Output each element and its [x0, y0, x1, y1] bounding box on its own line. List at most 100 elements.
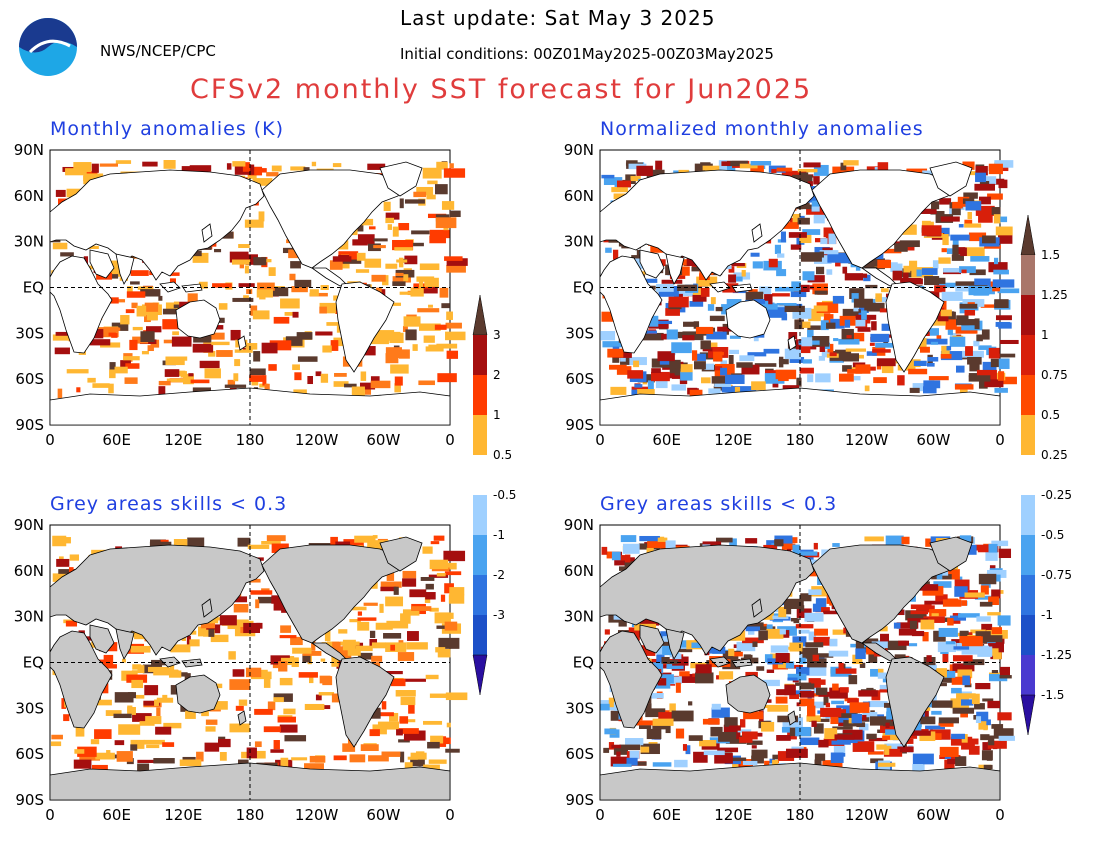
colorbar-segment	[1021, 655, 1035, 695]
colorbar-segment	[472, 654, 488, 696]
lat-tick-label: 30S	[15, 699, 44, 717]
lon-tick-label: 180	[786, 431, 815, 449]
lat-tick-label: 30S	[565, 324, 594, 342]
lat-tick-label: EQ	[573, 654, 594, 672]
lon-tick-label: 120W	[295, 431, 339, 449]
colorbar-segment	[1021, 495, 1035, 535]
lon-tick-label: 120E	[164, 431, 202, 449]
lon-tick-label: 120W	[845, 806, 889, 824]
lon-tick-label: 0	[445, 431, 455, 449]
lat-tick-label: 60S	[15, 745, 44, 763]
lat-tick-label: 90N	[14, 516, 44, 534]
lat-tick-label: 30N	[564, 608, 594, 626]
colorbar-label: -0.5	[1041, 528, 1064, 542]
panel-title-normalized: Normalized monthly anomalies	[600, 118, 924, 140]
lat-tick-label: 30N	[564, 233, 594, 251]
lat-tick-label: 30N	[14, 233, 44, 251]
lat-tick-label: 60S	[15, 370, 44, 388]
colorbar-label: -1	[1041, 608, 1053, 622]
colorbar-label: -0.25	[1041, 488, 1072, 502]
colorbar-segment	[472, 294, 488, 336]
colorbar-segment	[1021, 415, 1035, 455]
colorbar-segment	[1021, 535, 1035, 575]
lon-tick-label: 60W	[366, 431, 400, 449]
colorbar-label: -0.75	[1041, 568, 1072, 582]
lon-tick-label: 0	[45, 806, 55, 824]
colorbar-segment	[1020, 694, 1036, 736]
lat-tick-label: 30S	[15, 324, 44, 342]
lat-tick-label: 30N	[14, 608, 44, 626]
panel-title-skill-normalized: Grey areas skills < 0.3	[600, 493, 838, 515]
colorbar-segment	[473, 615, 487, 655]
lon-tick-label: 0	[995, 806, 1005, 824]
colorbar-label: 3	[493, 328, 501, 342]
colorbar-label: -3	[493, 608, 505, 622]
panel-title-anomalies: Monthly anomalies (K)	[50, 118, 285, 140]
lat-tick-label: 60N	[14, 562, 44, 580]
map-panel-skill-normalized	[599, 524, 1015, 801]
lat-tick-label: 60N	[564, 562, 594, 580]
lon-tick-label: 180	[236, 431, 265, 449]
colorbar-anomaly: 3 2 1 0.5 -0.5 -1 -2 -3	[472, 294, 516, 696]
lat-tick-label: 90S	[565, 791, 594, 809]
colorbar-segment	[473, 575, 487, 615]
colorbar-segment	[1021, 615, 1035, 655]
colorbar-label: -0.5	[493, 488, 516, 502]
colorbar-label: 0.5	[493, 448, 512, 462]
lat-tick-label: 90N	[564, 141, 594, 159]
lon-tick-label: 120W	[845, 431, 889, 449]
colorbar-segment	[473, 415, 487, 455]
lon-tick-label: 120E	[714, 431, 752, 449]
map-panel-normalized	[599, 149, 1020, 426]
map-panel-anomalies	[49, 149, 468, 426]
lon-tick-label: 0	[595, 431, 605, 449]
lon-tick-label: 60E	[652, 431, 681, 449]
colorbar-label: 2	[493, 368, 501, 382]
colorbar-segment	[473, 535, 487, 575]
lon-tick-label: 120E	[164, 806, 202, 824]
colorbar-label: -2	[493, 568, 505, 582]
lat-tick-label: 90S	[15, 416, 44, 434]
colorbar-segment	[1021, 255, 1035, 295]
colorbar-label: -1	[493, 528, 505, 542]
colorbar-segment	[1021, 375, 1035, 415]
colorbar-normalized: 1.5 1.25 1 0.75 0.5 0.25 -0.25 -0.5 -0.75 -1 -1.25…	[1020, 214, 1072, 736]
lat-tick-label: 90S	[15, 791, 44, 809]
lat-tick-label: 60S	[565, 745, 594, 763]
colorbar-label: 1.25	[1041, 288, 1068, 302]
colorbar-label: 0.25	[1041, 448, 1068, 462]
lon-tick-label: 60W	[916, 431, 950, 449]
colorbar-segment	[473, 335, 487, 375]
lat-tick-label: 90N	[564, 516, 594, 534]
colorbar-segment	[1020, 214, 1036, 256]
lat-tick-label: 90S	[565, 416, 594, 434]
lat-tick-label: 60S	[565, 370, 594, 388]
lon-tick-label: 60E	[102, 431, 131, 449]
lat-tick-label: 60N	[564, 187, 594, 205]
colorbar-label: -1.5	[1041, 688, 1064, 702]
colorbar-segment	[1021, 575, 1035, 615]
colorbar-label: 0.75	[1041, 368, 1068, 382]
lat-tick-label: 90N	[14, 141, 44, 159]
colorbar-label: 0.5	[1041, 408, 1060, 422]
panel-title-skill-anomalies: Grey areas skills < 0.3	[50, 493, 288, 515]
lon-tick-label: 120W	[295, 806, 339, 824]
colorbar-segment	[1021, 455, 1035, 495]
initial-conditions-text: Initial conditions: 00Z01May2025-00Z03Ma…	[400, 45, 774, 63]
lat-tick-label: EQ	[23, 654, 44, 672]
lon-tick-label: 180	[786, 806, 815, 824]
lon-tick-label: 60E	[652, 806, 681, 824]
map-panel-skill-anomalies	[49, 524, 468, 801]
lon-tick-label: 60E	[102, 806, 131, 824]
last-update-text: Last update: Sat May 3 2025	[400, 6, 716, 30]
colorbar-segment	[473, 455, 487, 495]
lon-tick-label: 180	[236, 806, 265, 824]
colorbar-label: 1	[493, 408, 501, 422]
colorbar-label: -1.25	[1041, 648, 1072, 662]
lon-tick-label: 0	[45, 431, 55, 449]
agency-label: NWS/NCEP/CPC	[100, 42, 216, 60]
lat-tick-label: EQ	[573, 279, 594, 297]
lon-tick-label: 60W	[366, 806, 400, 824]
lon-tick-label: 0	[595, 806, 605, 824]
